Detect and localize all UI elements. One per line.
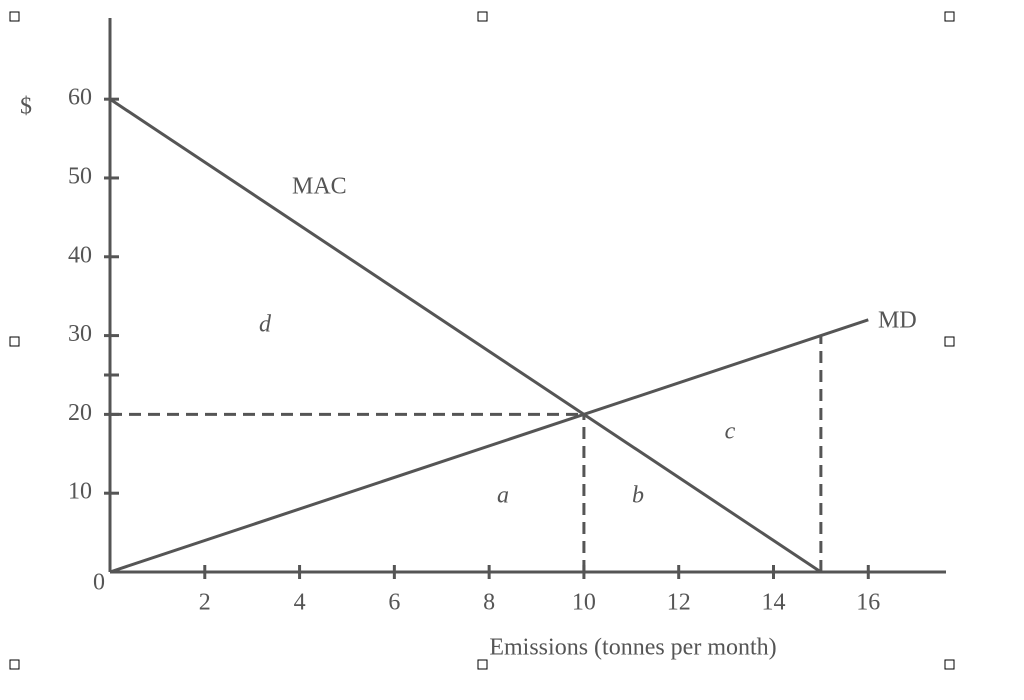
area-label: b: [632, 483, 644, 509]
y-axis-label: $: [20, 94, 32, 120]
y-tick-label: 20: [68, 400, 92, 426]
x-tick-label: 8: [483, 590, 495, 616]
handle[interactable]: [944, 11, 955, 22]
x-tick-label: 4: [294, 590, 306, 616]
x-tick-label: 16: [856, 590, 880, 616]
area-label: a: [497, 483, 509, 509]
y-tick-label: 50: [68, 163, 92, 189]
handle[interactable]: [9, 659, 20, 670]
line: [109, 97, 822, 574]
handle[interactable]: [477, 659, 488, 670]
x-tick-label: 6: [388, 590, 400, 616]
handle[interactable]: [9, 11, 20, 22]
series-label: MAC: [292, 174, 347, 200]
x-axis-label: Emissions (tonnes per month): [489, 635, 776, 661]
y-tick-label: 60: [68, 85, 92, 111]
selection-handles: [9, 11, 955, 670]
handle[interactable]: [477, 11, 488, 22]
y-tick-label: 30: [68, 321, 92, 347]
x-tick-label: 10: [572, 590, 596, 616]
handle[interactable]: [944, 336, 955, 347]
area-label: d: [259, 312, 272, 338]
x-tick-label: 14: [761, 590, 785, 616]
y-tick-label: 0: [93, 570, 105, 596]
x-tick-label: 12: [667, 590, 691, 616]
x-tick-label: 2: [199, 590, 211, 616]
y-tick-label: 10: [68, 479, 92, 505]
series-label: MD: [878, 308, 917, 334]
area-label: c: [725, 419, 736, 445]
handle[interactable]: [9, 336, 20, 347]
y-tick-label: 40: [68, 242, 92, 268]
handle[interactable]: [944, 659, 955, 670]
line: [109, 318, 869, 574]
